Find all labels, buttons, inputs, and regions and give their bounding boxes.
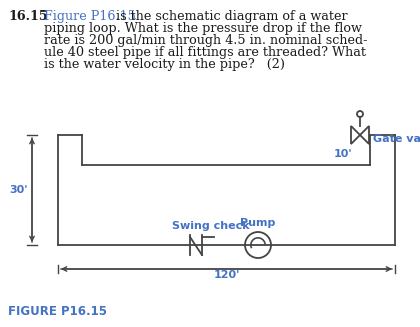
Text: 120': 120' xyxy=(213,270,240,280)
Text: Swing check: Swing check xyxy=(172,221,249,231)
Text: FIGURE P16.15: FIGURE P16.15 xyxy=(8,305,107,318)
Text: Pump: Pump xyxy=(240,218,276,228)
Text: 16.15: 16.15 xyxy=(8,10,47,23)
Text: piping loop. What is the pressure drop if the flow: piping loop. What is the pressure drop i… xyxy=(44,22,362,35)
Text: is the schematic diagram of a water: is the schematic diagram of a water xyxy=(116,10,348,23)
Text: ule 40 steel pipe if all fittings are threaded? What: ule 40 steel pipe if all fittings are th… xyxy=(44,46,366,59)
Text: 30': 30' xyxy=(10,185,28,195)
Text: Figure P16.15: Figure P16.15 xyxy=(44,10,136,23)
Text: is the water velocity in the pipe?   (2): is the water velocity in the pipe? (2) xyxy=(44,58,285,71)
Text: rate is 200 gal/min through 4.5 in. nominal sched-: rate is 200 gal/min through 4.5 in. nomi… xyxy=(44,34,368,47)
Text: Gate valve: Gate valve xyxy=(373,134,420,144)
Text: 10': 10' xyxy=(334,149,353,159)
